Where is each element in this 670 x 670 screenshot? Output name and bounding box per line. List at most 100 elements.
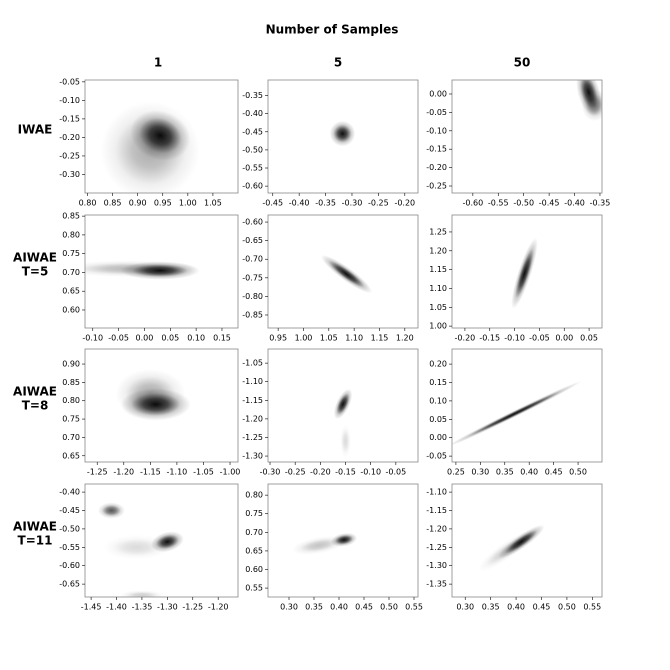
- y-tick-label: 0.75: [62, 415, 80, 424]
- y-tick-label: -0.05: [426, 452, 447, 461]
- x-tick-label: 0.40: [330, 603, 348, 612]
- x-tick-label: 0.45: [355, 603, 373, 612]
- density-blob: [321, 255, 373, 294]
- y-tick-label: -1.35: [426, 580, 447, 589]
- row-title: AIWAE: [13, 385, 57, 399]
- y-tick-label: 0.00: [429, 89, 447, 98]
- x-tick-label: 0.95: [154, 199, 172, 208]
- y-tick-label: 1.10: [429, 284, 447, 293]
- y-tick-label: -1.20: [426, 524, 447, 533]
- x-tick-label: -1.45: [81, 603, 102, 612]
- y-tick-label: -0.05: [426, 108, 447, 117]
- y-tick-label: -1.10: [426, 488, 447, 497]
- density-blob: [478, 530, 534, 572]
- y-tick-label: -1.25: [242, 433, 263, 442]
- x-tick-label: 0.05: [580, 334, 598, 343]
- x-tick-label: -1.05: [193, 468, 214, 477]
- plot-frame: [451, 214, 603, 329]
- density-blob: [100, 101, 200, 193]
- plot-area: [452, 380, 583, 447]
- x-tick-label: 0.55: [583, 603, 601, 612]
- x-tick-label: -0.15: [335, 468, 356, 477]
- y-tick-label: 1.25: [429, 227, 447, 236]
- x-tick-label: 0.30: [471, 468, 489, 477]
- row-title: T=8: [22, 399, 49, 413]
- x-tick-label: -0.60: [462, 199, 483, 208]
- y-tick-label: -1.10: [242, 377, 263, 386]
- y-tick-label: 0.65: [62, 287, 80, 296]
- x-tick-label: 0.40: [520, 468, 538, 477]
- x-tick-label: -0.25: [285, 468, 306, 477]
- x-tick-label: -0.05: [386, 468, 407, 477]
- y-tick-label: -1.25: [426, 543, 447, 552]
- x-tick-label: 1.15: [371, 334, 389, 343]
- plot-frame: [84, 79, 239, 194]
- x-tick-label: 0.90: [129, 199, 147, 208]
- x-tick-label: 0.15: [213, 334, 231, 343]
- plot-area: [333, 388, 353, 458]
- y-tick-label: 0.75: [62, 249, 80, 258]
- plot-area: [85, 260, 200, 280]
- y-tick-label: 0.65: [62, 451, 80, 460]
- x-tick-label: -0.30: [342, 199, 363, 208]
- x-tick-label: 0.80: [79, 199, 97, 208]
- plot-area: [98, 502, 184, 597]
- y-tick-label: -1.05: [242, 359, 263, 368]
- y-tick-label: 0.55: [245, 584, 263, 593]
- x-tick-label: 0.95: [269, 334, 287, 343]
- density-blob: [103, 535, 171, 560]
- y-tick-label: -0.20: [59, 133, 80, 142]
- y-tick-label: 1.20: [429, 246, 447, 255]
- x-tick-label: -0.45: [262, 199, 283, 208]
- x-tick-label: -0.10: [82, 334, 103, 343]
- x-tick-label: 0.45: [533, 603, 551, 612]
- y-tick-label: -0.45: [242, 127, 263, 136]
- x-tick-label: -0.10: [504, 334, 525, 343]
- x-tick-label: -1.20: [208, 603, 229, 612]
- plot-area: [100, 101, 200, 193]
- plot-frame: [267, 214, 419, 329]
- column-title: 1: [154, 56, 162, 70]
- x-tick-label: -0.20: [394, 199, 415, 208]
- y-tick-label: -0.60: [59, 561, 80, 570]
- density-blob: [115, 369, 186, 418]
- y-tick-label: -0.65: [242, 236, 263, 245]
- x-tick-label: -0.35: [590, 199, 611, 208]
- x-tick-label: 0.50: [569, 468, 587, 477]
- density-blob: [581, 88, 602, 122]
- x-tick-label: -0.45: [539, 199, 560, 208]
- x-tick-label: -0.40: [289, 199, 310, 208]
- y-tick-label: 0.70: [62, 268, 80, 277]
- y-tick-label: -0.15: [59, 114, 80, 123]
- plot-area: [291, 532, 358, 555]
- x-tick-label: -0.05: [529, 334, 550, 343]
- x-tick-label: 0.00: [555, 334, 573, 343]
- y-tick-label: -0.40: [242, 109, 263, 118]
- plot-area: [115, 369, 191, 421]
- y-tick-label: 0.75: [245, 509, 263, 518]
- x-tick-label: 1.05: [320, 334, 338, 343]
- y-tick-label: 0.80: [62, 396, 80, 405]
- row-title: AIWAE: [13, 251, 57, 265]
- x-tick-label: 0.45: [545, 468, 563, 477]
- x-tick-label: -1.15: [140, 468, 161, 477]
- row-title: IWAE: [18, 123, 53, 137]
- x-tick-label: 0.00: [136, 334, 154, 343]
- y-tick-label: -0.60: [242, 182, 263, 191]
- x-tick-label: 0.50: [380, 603, 398, 612]
- figure-title: Number of Samples: [266, 23, 399, 37]
- x-tick-label: -1.40: [106, 603, 127, 612]
- x-tick-label: -1.25: [87, 468, 108, 477]
- y-tick-label: -0.10: [426, 126, 447, 135]
- plot-frame: [267, 79, 419, 194]
- x-tick-label: -1.30: [157, 603, 178, 612]
- y-tick-label: 0.15: [429, 378, 447, 387]
- density-blob: [329, 120, 356, 147]
- x-tick-label: 0.35: [305, 603, 323, 612]
- x-tick-label: -0.40: [564, 199, 585, 208]
- row-title: T=11: [18, 534, 53, 548]
- y-tick-label: 0.85: [62, 212, 80, 221]
- plot-frame: [84, 214, 239, 329]
